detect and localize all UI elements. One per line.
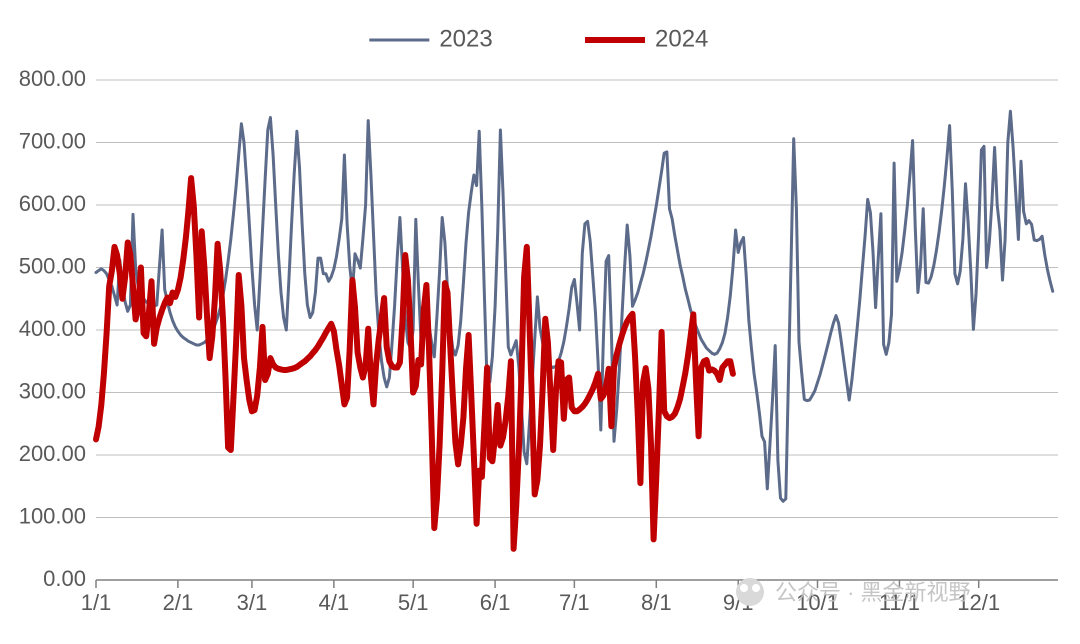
- x-tick-label: 8/1: [641, 590, 672, 615]
- y-tick-label: 300.00: [19, 378, 86, 403]
- chart-canvas: 0.00 100.00 200.00 300.00 400.00 500.00 600.00…: [0, 0, 1080, 644]
- x-tick-label: 6/1: [480, 590, 511, 615]
- x-tick-label: 5/1: [398, 590, 429, 615]
- y-tick-label: 100.00: [19, 503, 86, 528]
- x-tick-label: 7/1: [559, 590, 590, 615]
- legend-label: 2024: [655, 25, 708, 52]
- y-tick-label: 800.00: [19, 66, 86, 91]
- legend-label: 2023: [439, 25, 492, 52]
- x-tick-label: 2/1: [163, 590, 194, 615]
- x-tick-label: 1/1: [81, 590, 112, 615]
- y-tick-label: 700.00: [19, 128, 86, 153]
- x-tick-label: 3/1: [237, 590, 268, 615]
- y-tick-label: 0.00: [43, 566, 86, 591]
- watermark-text: 公众号 · 黑金新视野: [775, 580, 971, 605]
- y-tick-label: 200.00: [19, 441, 86, 466]
- y-tick-label: 500.00: [19, 253, 86, 278]
- watermark-logo: [736, 578, 764, 606]
- y-tick-label: 400.00: [19, 316, 86, 341]
- line-chart: 0.00 100.00 200.00 300.00 400.00 500.00 600.00…: [0, 0, 1080, 644]
- y-tick-label: 600.00: [19, 191, 86, 216]
- x-tick-label: 4/1: [319, 590, 350, 615]
